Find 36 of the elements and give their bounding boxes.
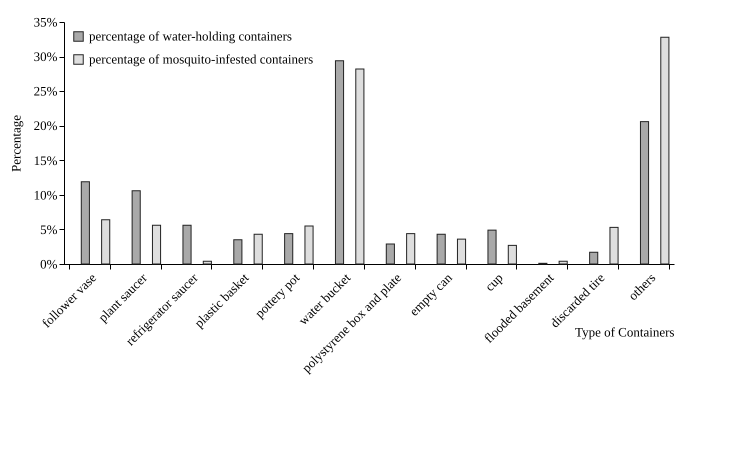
y-tick-label: 30% [34, 49, 58, 64]
y-tick-label: 20% [34, 118, 58, 134]
bar [487, 230, 497, 264]
x-axis-title: Type of Containers [575, 324, 674, 340]
legend-label: percentage of water-holding containers [89, 28, 292, 44]
y-tick-label: 35% [34, 14, 58, 30]
bar [101, 219, 110, 264]
x-tick-label: cup [482, 270, 506, 294]
bar [436, 234, 446, 264]
bar [406, 233, 416, 264]
bar [640, 121, 650, 264]
bar [660, 36, 670, 264]
y-tick-label: 10% [34, 187, 58, 202]
y-tick-label: 25% [34, 84, 58, 99]
bar [334, 60, 344, 264]
bar [355, 68, 364, 264]
bar [284, 233, 294, 264]
bar [386, 243, 395, 264]
y-tick-label: 0% [40, 256, 58, 272]
legend-label: percentage of mosquito-infested containers [89, 52, 314, 66]
bar [456, 238, 466, 264]
bar [558, 260, 568, 264]
bar [589, 252, 598, 264]
bar [508, 244, 517, 264]
bar [202, 260, 212, 264]
bar [233, 239, 242, 264]
bar [152, 224, 162, 264]
bar [182, 224, 192, 264]
bar [80, 181, 90, 264]
y-tick-label: 5% [40, 222, 58, 237]
bar [304, 225, 314, 264]
y-tick-label: 15% [34, 152, 58, 168]
bar [132, 190, 141, 264]
y-axis-title: Percentage [8, 114, 24, 172]
bar [254, 234, 263, 264]
bar [609, 226, 619, 264]
